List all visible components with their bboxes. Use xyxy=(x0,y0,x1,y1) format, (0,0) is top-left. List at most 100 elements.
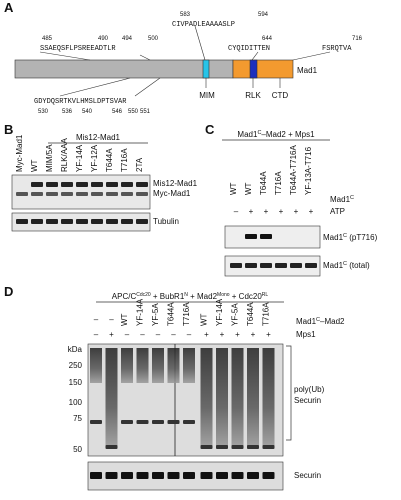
atp-sign: + xyxy=(309,207,314,216)
blot xyxy=(224,225,321,249)
lane-label: T716A xyxy=(182,302,191,326)
lane-label: YF-14A xyxy=(75,144,84,172)
superscript: C xyxy=(343,233,347,239)
smear xyxy=(90,348,102,383)
residue-number: 716 xyxy=(352,36,363,42)
band xyxy=(247,445,259,449)
smear xyxy=(216,348,228,448)
lane-label: T644A xyxy=(105,148,114,172)
band xyxy=(262,472,275,479)
rlk-domain xyxy=(249,59,258,79)
smear xyxy=(247,348,259,448)
superscript: Mono xyxy=(217,292,230,298)
band xyxy=(90,420,102,424)
lane-label: YF-5A xyxy=(151,303,160,326)
band xyxy=(152,472,164,479)
band xyxy=(91,192,103,196)
superscript: Cdc20 xyxy=(136,292,151,298)
band xyxy=(91,182,103,187)
band xyxy=(183,420,195,424)
lane-label: YF-13A-T716 xyxy=(304,146,313,195)
mps1-sign: – xyxy=(94,330,99,339)
band xyxy=(200,472,213,479)
mps1-sign: – xyxy=(140,330,145,339)
band xyxy=(105,472,118,479)
bracket xyxy=(286,345,292,441)
band xyxy=(91,219,103,224)
mps1-sign: – xyxy=(156,330,161,339)
residue-number: 594 xyxy=(258,12,269,18)
band xyxy=(61,192,73,196)
header: Mad1C–Mad2 + Mps1 xyxy=(237,130,315,139)
lane-label: T644A xyxy=(167,302,176,326)
lane-label: YF-5A xyxy=(231,303,240,326)
band-label: Securin xyxy=(294,396,321,405)
sequence: FSRQTVA xyxy=(322,45,352,53)
band xyxy=(105,445,118,449)
band xyxy=(183,472,195,479)
mps1-sign: – xyxy=(171,330,176,339)
label-part: –Mad2 + Mps1 xyxy=(261,130,315,139)
label-part: (total) xyxy=(347,261,370,270)
label-part: (pT716) xyxy=(347,233,378,242)
label-part: –Mad2 xyxy=(320,317,345,326)
band xyxy=(136,182,148,187)
lane-label: 2TA xyxy=(135,157,144,172)
marker-label: 75 xyxy=(73,414,82,423)
smear xyxy=(231,348,244,448)
smear xyxy=(105,348,118,448)
band xyxy=(46,219,58,224)
band xyxy=(136,219,148,224)
protein-bar xyxy=(14,59,234,79)
residue-number: 500 xyxy=(148,36,159,42)
band xyxy=(106,182,118,187)
header: Mis12-Mad1 xyxy=(76,133,121,142)
smear xyxy=(121,348,133,383)
residue-number: 536 xyxy=(62,109,73,115)
panel-letter: A xyxy=(4,0,14,15)
smear xyxy=(183,348,195,383)
residue-number: 485 xyxy=(42,36,53,42)
band xyxy=(106,192,118,196)
band-label: Myc-Mad1 xyxy=(153,189,191,198)
label-part: + Mad2 xyxy=(188,292,218,301)
atp-sign: – xyxy=(234,207,239,216)
smear xyxy=(262,348,275,448)
lane-label: RLK/AAA xyxy=(60,138,69,172)
blot xyxy=(224,255,321,277)
label-part: Mad1 xyxy=(323,261,344,270)
band xyxy=(31,219,43,224)
band xyxy=(121,182,133,187)
band-label: Mis12-Mad1 xyxy=(153,179,198,188)
mps1-sign: – xyxy=(125,330,130,339)
marker-label: 150 xyxy=(69,378,83,387)
lane-label: MIM/5A xyxy=(45,144,54,172)
band-label: Tubulin xyxy=(153,217,179,226)
lane-label: T716A xyxy=(274,171,283,195)
band xyxy=(31,192,43,196)
band xyxy=(121,472,133,479)
panel-letter: D xyxy=(4,284,13,299)
band xyxy=(260,234,272,239)
band xyxy=(121,192,133,196)
band xyxy=(262,445,275,449)
lane-label: WT xyxy=(200,313,209,326)
mps1-sign: + xyxy=(235,330,240,339)
band xyxy=(46,192,58,196)
sequence: SSAEQSFLPSREEADTLR xyxy=(40,45,116,53)
band xyxy=(247,472,259,479)
superscript: N xyxy=(184,292,188,298)
residue-number: 583 xyxy=(180,12,191,18)
atp-sign: + xyxy=(294,207,299,216)
band xyxy=(46,182,58,187)
band xyxy=(31,182,43,187)
band xyxy=(216,472,228,479)
sequence: CIVPADLEAAAASLP xyxy=(172,21,235,29)
residue-number: 530 xyxy=(38,109,49,115)
marker-label: 100 xyxy=(69,398,83,407)
lane-label: T644A xyxy=(259,171,268,195)
lane-label: Myc-Mad1 xyxy=(15,134,24,172)
mps1-sign: + xyxy=(109,330,114,339)
connector-lines xyxy=(39,25,331,97)
